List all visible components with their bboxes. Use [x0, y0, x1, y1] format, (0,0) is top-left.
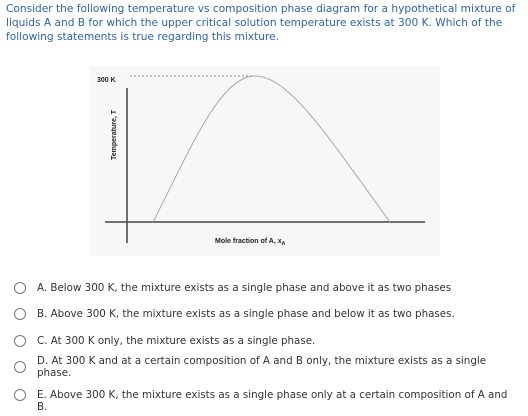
radio[interactable]: [14, 389, 26, 401]
coexistence-curve: [152, 75, 391, 223]
radio[interactable]: [14, 335, 26, 347]
option-text: E. Above 300 K, the mixture exists as a …: [37, 389, 508, 413]
phase-diagram: 300 K Temperature, T Mole fraction of A,…: [90, 66, 440, 256]
option-text: D. At 300 K and at a certain composition…: [37, 355, 487, 379]
radio[interactable]: [14, 361, 26, 373]
y-axis-label: Temperature, T: [111, 109, 118, 160]
option-text: C. At 300 K only, the mixture exists as …: [37, 335, 316, 347]
x-label-subscript: A: [282, 241, 286, 247]
option-text: A. Below 300 K, the mixture exists as a …: [37, 282, 452, 294]
x-axis-label: Mole fraction of A, xA: [215, 238, 286, 247]
x-label-main: Mole fraction of A, x: [215, 238, 282, 245]
radio[interactable]: [14, 282, 26, 294]
option-text: B. Above 300 K, the mixture exists as a …: [37, 308, 455, 320]
radio[interactable]: [14, 308, 26, 320]
y-tick-label: 300 K: [97, 77, 116, 84]
question: Consider the following temperature vs co…: [6, 3, 516, 43]
